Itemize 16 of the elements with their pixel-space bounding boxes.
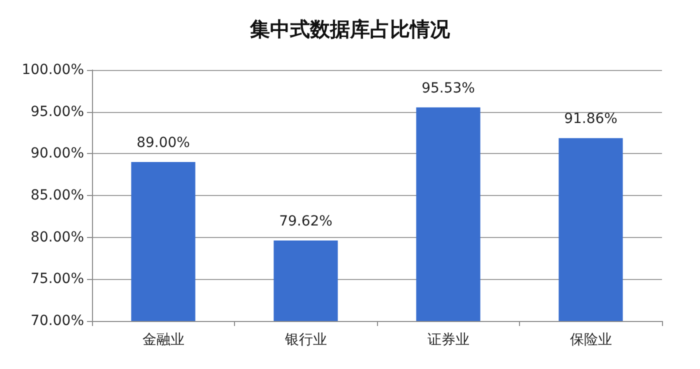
y-tick-label: 85.00%	[30, 188, 84, 204]
x-tick-label: 证券业	[427, 332, 470, 348]
data-label: 95.53%	[422, 80, 475, 96]
y-tick-label: 95.00%	[30, 104, 84, 120]
data-label: 89.00%	[136, 135, 190, 152]
x-tick-label: 保险业	[570, 332, 612, 348]
chart-title: 集中式数据库占比情况	[249, 17, 451, 41]
data-label: 79.62%	[279, 214, 332, 230]
y-tick-label: 70.00%	[30, 313, 84, 329]
y-tick-label: 80.00%	[30, 229, 84, 246]
y-tick-label: 90.00%	[30, 146, 84, 162]
x-tick-label: 金融业	[142, 332, 184, 348]
y-tick-label: 100.00%	[22, 62, 84, 78]
y-tick-label: 75.00%	[30, 271, 84, 288]
data-label: 91.86%	[564, 111, 618, 128]
x-tick-label: 银行业	[284, 332, 327, 348]
